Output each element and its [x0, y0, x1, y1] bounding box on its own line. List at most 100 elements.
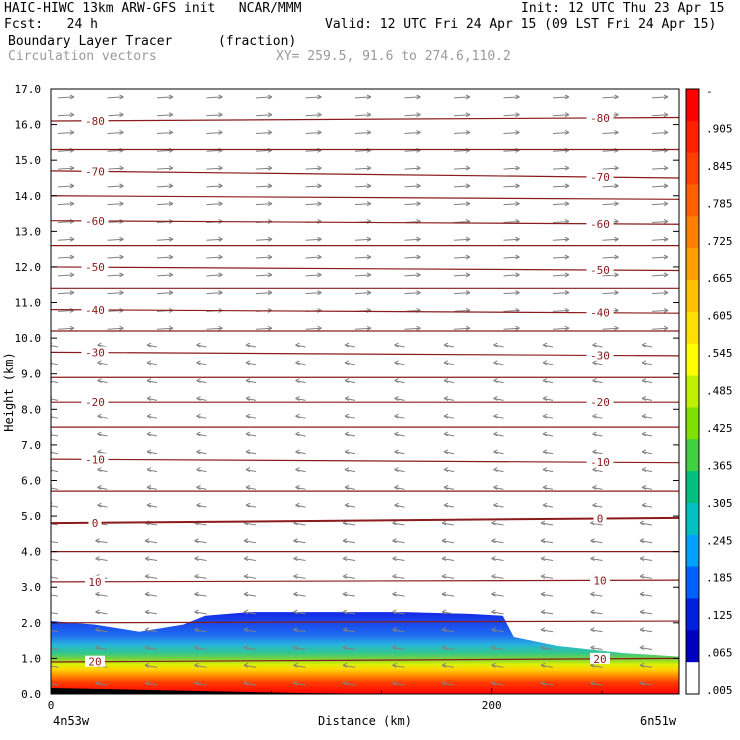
circulation-vector-head: [663, 290, 669, 294]
circulation-vector-head: [590, 556, 595, 559]
circulation-vector-head: [95, 629, 100, 633]
circulation-vector: [255, 274, 273, 277]
circulation-vector: [453, 167, 471, 170]
colorbar-swatch: [686, 566, 699, 599]
circulation-vector-head: [46, 576, 50, 578]
contour-label-bg: [586, 264, 614, 276]
circulation-vector-head: [465, 149, 471, 153]
circulation-vector-head: [69, 325, 75, 329]
circulation-vector-head: [245, 344, 251, 348]
circulation-vector-head: [46, 648, 50, 650]
circulation-vector-head: [663, 327, 669, 331]
circulation-vector: [404, 292, 421, 295]
circulation-vector-head: [443, 378, 449, 382]
circulation-vector: [51, 434, 59, 437]
circulation-vector: [354, 167, 372, 170]
circulation-vector-head: [293, 629, 298, 633]
circulation-vector-head: [344, 344, 350, 348]
circulation-vector-head: [564, 307, 570, 311]
circulation-vector: [305, 96, 322, 99]
circulation-vector-head: [443, 484, 449, 488]
circulation-vector-head: [614, 165, 619, 169]
circulation-vector-head: [344, 467, 350, 471]
circulation-vector-head: [146, 467, 152, 471]
circulation-vector-head: [46, 557, 50, 559]
circulation-vector: [453, 220, 471, 223]
circulation-vector: [57, 131, 75, 134]
circulation-vector-head: [144, 540, 150, 544]
circulation-vector-head: [392, 611, 397, 615]
circulation-vector: [651, 149, 669, 152]
circulation-vector-head: [196, 484, 201, 488]
circulation-vector-head: [267, 183, 273, 187]
circulation-vector-head: [69, 94, 75, 98]
circulation-vector-head: [119, 185, 124, 189]
circulation-vector-head: [441, 629, 447, 633]
circulation-vector-head: [540, 540, 546, 544]
circulation-vector-head: [69, 290, 75, 294]
circulation-vector-head: [194, 647, 199, 650]
circulation-vector-head: [196, 431, 201, 435]
circulation-vector-head: [540, 609, 546, 613]
circulation-vector-head: [639, 573, 645, 577]
circulation-vector: [404, 149, 421, 152]
circulation-vector: [354, 274, 372, 277]
circulation-vector-head: [493, 486, 498, 490]
circulation-vector: [441, 575, 455, 579]
circulation-vector-head: [95, 540, 100, 544]
circulation-vector-head: [614, 327, 619, 331]
circulation-vector-head: [317, 219, 322, 222]
circulation-vector-head: [416, 130, 421, 133]
circulation-vector-head: [493, 504, 498, 508]
circulation-vector-head: [392, 645, 397, 648]
circulation-vector-head: [614, 183, 619, 187]
y-tick-label: 7.0: [21, 439, 41, 452]
circulation-vector-head: [542, 413, 548, 417]
colorbar-label: .545: [706, 347, 733, 360]
circulation-vector-head: [119, 254, 124, 258]
colorbar-swatch: [686, 407, 699, 440]
circulation-vector-head: [592, 449, 597, 453]
circulation-vector-head: [317, 292, 322, 296]
colorbar-swatch: [686, 630, 699, 663]
circulation-vector-head: [344, 449, 350, 453]
circulation-vector-head: [493, 433, 498, 437]
circulation-vector-head: [267, 165, 273, 169]
circulation-vector-head: [639, 538, 645, 542]
circulation-vector-head: [344, 469, 350, 473]
circulation-vector-head: [493, 467, 498, 471]
colorbar-label: .605: [706, 310, 733, 323]
circulation-vector: [51, 416, 59, 419]
colorbar-swatch: [686, 311, 699, 345]
circulation-vector: [651, 327, 669, 330]
circulation-vector: [503, 185, 520, 188]
circulation-vector-head: [144, 647, 150, 650]
circulation-vector: [453, 149, 471, 152]
circulation-vector: [107, 149, 124, 152]
circulation-vector-head: [590, 627, 595, 631]
circulation-vector-head: [119, 165, 124, 169]
circulation-vector-head: [218, 132, 223, 135]
circulation-vector-head: [443, 362, 449, 366]
field-units: (fraction): [218, 34, 297, 49]
circulation-vector: [639, 611, 653, 615]
circulation-vector-head: [144, 629, 150, 633]
circulation-vector-head: [639, 520, 645, 524]
circulation-vector-head: [194, 593, 199, 597]
circulation-vector: [305, 238, 322, 241]
circulation-vector: [651, 238, 669, 241]
circulation-vector-head: [592, 380, 597, 384]
circulation-vector-head: [168, 254, 174, 258]
circulation-vector-head: [218, 185, 223, 189]
contour-label: -70: [590, 171, 610, 184]
circulation-vector: [243, 611, 257, 615]
circulation-vector-head: [196, 433, 201, 437]
circulation-vector-head: [344, 378, 350, 382]
contour-label: -30: [85, 347, 105, 360]
circulation-vector-head: [394, 469, 399, 473]
contour-label: -60: [85, 215, 105, 228]
circulation-vector-head: [416, 327, 421, 331]
circulation-vector-head: [344, 360, 350, 364]
circulation-vector-head: [491, 558, 496, 561]
circulation-vector-head: [542, 484, 548, 488]
